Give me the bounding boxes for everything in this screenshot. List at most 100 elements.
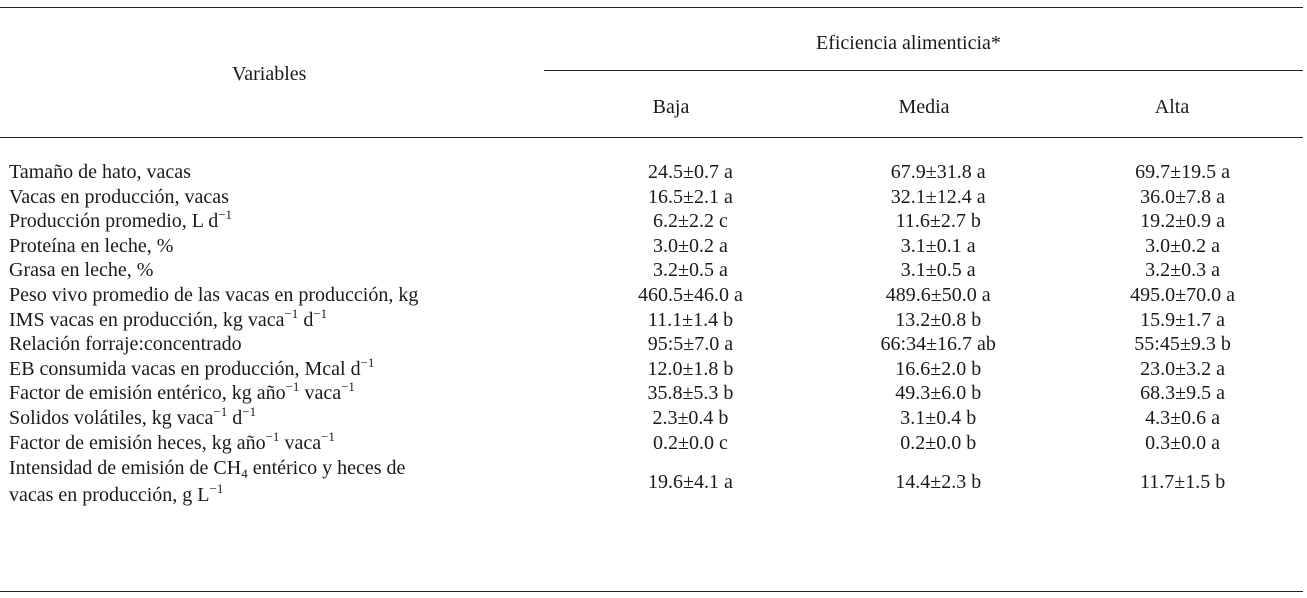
cell-baja: 35.8±5.3 b: [647, 382, 734, 405]
cell-media: 3.1±0.1 a: [900, 234, 976, 257]
cell-baja: 95:5±7.0 a: [647, 333, 734, 356]
cell-media: 32.1±12.4 a: [890, 185, 986, 208]
cell-baja: 3.0±0.2 a: [653, 234, 728, 257]
cell-alta: 11.7±1.5 b: [1139, 470, 1226, 493]
row-label-text: Solidos volátiles, kg vaca: [9, 406, 214, 429]
row-label-exponent: −1: [284, 305, 299, 321]
row-label-text-2: d: [227, 406, 243, 429]
row-label-text: IMS vacas en producción, kg vaca: [9, 308, 285, 331]
row-label-line-1: Intensidad de emisión de CH4 entérico y …: [9, 455, 567, 482]
column-header-baja: Baja: [652, 96, 690, 118]
row-label: Peso vivo promedio de las vacas en produ…: [0, 283, 567, 308]
row-label-exponent: −1: [285, 379, 300, 395]
row-label-subscript: 4: [241, 466, 248, 482]
cell-baja: 0.2±0.0 c: [653, 431, 728, 454]
row-label-exponent: −1: [360, 354, 375, 370]
variables-header: Variables: [232, 63, 307, 85]
cell-alta: 19.2±0.9 a: [1140, 210, 1225, 233]
row-label-text: Factor de emisión entérico, kg año: [9, 382, 286, 405]
cell-media: 16.6±2.0 b: [895, 357, 982, 380]
cell-baja: 24.5±0.7 a: [648, 161, 733, 183]
row-label-exponent-2: −1: [321, 428, 335, 444]
cell-baja: 19.6±4.1 a: [648, 470, 733, 493]
row-label: Vacas en producción, vacas: [0, 185, 567, 210]
cell-alta: 69.7±19.5 a: [1135, 161, 1230, 183]
row-label-text-2: entérico y heces de: [247, 457, 406, 480]
row-label-line-2: vacas en producción, g L−1: [9, 482, 567, 509]
bottom-rule: [0, 591, 1303, 592]
row-label: IMS vacas en producción, kg vaca−1 d−1: [0, 305, 567, 333]
cell-alta: 15.9±1.7 a: [1140, 308, 1225, 331]
cell-media: 489.6±50.0 a: [885, 283, 991, 306]
row-label-exponent-2: −1: [242, 403, 257, 419]
row-label: Proteína en leche, %: [0, 234, 567, 259]
row-label-text: Factor de emisión heces, kg año: [9, 431, 266, 454]
cell-baja: 11.1±1.4 b: [647, 308, 734, 331]
cell-alta: 495.0±70.0 a: [1130, 283, 1235, 306]
row-label-exponent: −1: [265, 428, 280, 444]
table-row: Tamaño de hato, vacas 24.5±0.7 a 67.9±31.8…: [0, 160, 1303, 185]
cell-alta: 0.3±0.0 a: [1145, 431, 1220, 454]
row-label-text: Producción promedio, L d: [9, 210, 219, 233]
row-label-text-2: vaca: [299, 382, 342, 405]
row-label-exponent: −1: [218, 207, 233, 223]
cell-baja: 3.2±0.5 a: [653, 259, 728, 282]
table-row: IMS vacas en producción, kg vaca−1 d−1 11…: [0, 305, 1303, 333]
table-row: Intensidad de emisión de CH4 entérico y …: [0, 455, 1303, 509]
row-label: Factor de emisión entérico, kg año−1 vac…: [0, 379, 567, 406]
cell-media: 0.2±0.0 b: [900, 431, 977, 454]
top-rule: [0, 7, 1303, 8]
table-row: EB consumida vacas en producción, Mcal d…: [0, 354, 1303, 382]
row-label-exponent: −1: [209, 481, 224, 497]
table-row: Peso vivo promedio de las vacas en produ…: [0, 283, 1303, 308]
cell-alta: 4.3±0.6 a: [1145, 406, 1220, 429]
row-label-text-2: vaca: [279, 431, 322, 454]
table-row: Solidos volátiles, kg vaca−1 d−1 2.3±0.4 …: [0, 403, 1303, 431]
table-row: Factor de emisión heces, kg año−1 vaca−1…: [0, 428, 1303, 456]
row-label-text-2: d: [298, 308, 314, 331]
table-row: Vacas en producción, vacas 16.5±2.1 a 32.1…: [0, 185, 1303, 210]
group-span-rule: [544, 70, 1303, 71]
column-header-alta: Alta: [1154, 96, 1190, 118]
table-row: Relación forraje:concentrado 95:5±7.0 a 66…: [0, 332, 1303, 357]
cell-media: 3.1±0.5 a: [900, 259, 976, 282]
row-label-text: EB consumida vacas en producción, Mcal d: [9, 357, 361, 380]
cell-baja: 12.0±1.8 b: [647, 357, 734, 380]
cell-alta: 68.3±9.5 a: [1140, 382, 1225, 405]
row-label-text: Tamaño de hato, vacas: [9, 161, 191, 183]
cell-media: 14.4±2.3 b: [895, 470, 982, 493]
cell-media: 11.6±2.7 b: [895, 210, 981, 233]
cell-media: 66:34±16.7 ab: [880, 333, 996, 356]
cell-alta: 3.0±0.2 a: [1145, 234, 1220, 257]
row-label-text: Intensidad de emisión de CH: [9, 457, 242, 480]
cell-alta: 55:45±9.3 b: [1134, 333, 1231, 356]
cell-baja: 6.2±2.2 c: [653, 210, 728, 233]
row-label-text: Proteína en leche, %: [9, 234, 174, 257]
table-row: Proteína en leche, % 3.0±0.2 a 3.1±0.1 a 3.…: [0, 234, 1303, 259]
column-header-media: Media: [898, 96, 950, 118]
row-label-text: Relación forraje:concentrado: [9, 333, 242, 356]
row-label-text: Peso vivo promedio de las vacas en produ…: [9, 283, 419, 306]
table-body: Tamaño de hato, vacas 24.5±0.7 a 67.9±31.8…: [0, 160, 1303, 509]
cell-alta: 36.0±7.8 a: [1140, 185, 1225, 208]
header-rule: [0, 137, 1303, 138]
row-label: Grasa en leche, %: [0, 258, 567, 283]
row-label-exponent-2: −1: [341, 379, 355, 395]
cell-baja: 2.3±0.4 b: [652, 406, 729, 429]
table-row: Factor de emisión entérico, kg año−1 vac…: [0, 379, 1303, 406]
cell-baja: 16.5±2.1 a: [648, 185, 733, 208]
row-label-text: Grasa en leche, %: [9, 259, 154, 282]
cell-media: 67.9±31.8 a: [890, 161, 986, 183]
table-row: Producción promedio, L d−1 6.2±2.2 c 11.6±…: [0, 207, 1303, 234]
cell-alta: 3.2±0.3 a: [1145, 259, 1220, 282]
row-label-text: Vacas en producción, vacas: [9, 185, 229, 208]
row-label: Tamaño de hato, vacas: [0, 160, 567, 185]
cell-alta: 23.0±3.2 a: [1140, 357, 1225, 380]
cell-media: 13.2±0.8 b: [895, 308, 982, 331]
row-label-exponent-2: −1: [313, 305, 328, 321]
row-label: EB consumida vacas en producción, Mcal d…: [0, 354, 567, 382]
cell-media: 49.3±6.0 b: [895, 382, 982, 405]
row-label: Solidos volátiles, kg vaca−1 d−1: [0, 403, 567, 431]
row-label: Intensidad de emisión de CH4 entérico y …: [0, 455, 567, 509]
